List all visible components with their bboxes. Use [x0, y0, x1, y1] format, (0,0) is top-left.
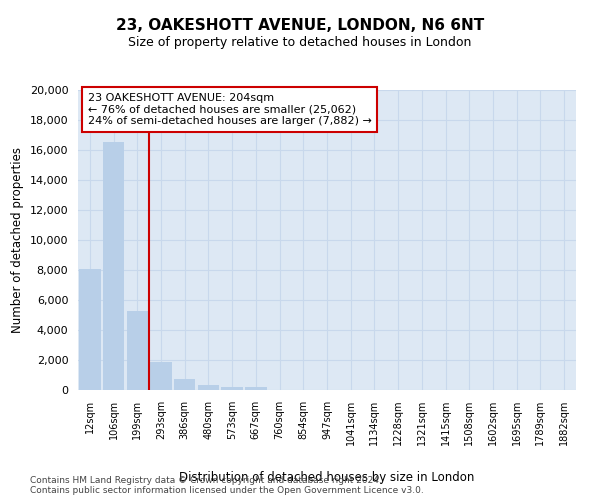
Bar: [127, 310, 148, 390]
Text: 23, OAKESHOTT AVENUE, LONDON, N6 6NT: 23, OAKESHOTT AVENUE, LONDON, N6 6NT: [116, 18, 484, 32]
Text: Distribution of detached houses by size in London: Distribution of detached houses by size …: [179, 471, 475, 484]
Bar: [221, 386, 243, 390]
Bar: [198, 385, 219, 390]
Y-axis label: Number of detached properties: Number of detached properties: [11, 147, 24, 333]
Bar: [174, 379, 196, 390]
Bar: [79, 268, 101, 390]
Bar: [103, 142, 124, 390]
Bar: [245, 386, 266, 390]
Bar: [151, 362, 172, 390]
Text: 23 OAKESHOTT AVENUE: 204sqm
← 76% of detached houses are smaller (25,062)
24% of: 23 OAKESHOTT AVENUE: 204sqm ← 76% of det…: [88, 93, 372, 126]
Text: Contains HM Land Registry data © Crown copyright and database right 2024.: Contains HM Land Registry data © Crown c…: [30, 476, 382, 485]
Text: Contains public sector information licensed under the Open Government Licence v3: Contains public sector information licen…: [30, 486, 424, 495]
Text: Size of property relative to detached houses in London: Size of property relative to detached ho…: [128, 36, 472, 49]
